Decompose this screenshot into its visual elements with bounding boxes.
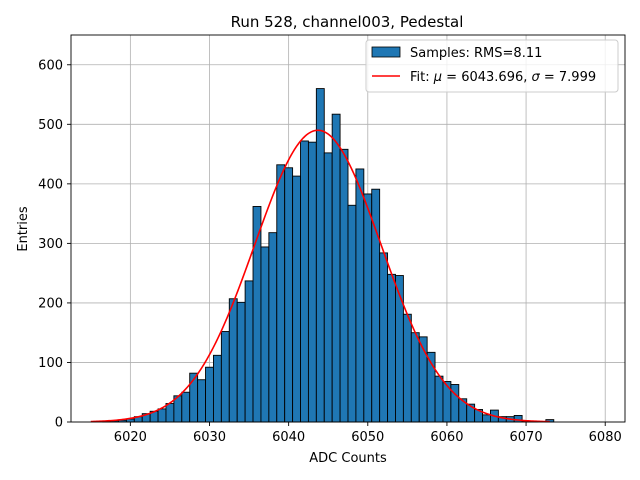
histogram-bar — [205, 366, 214, 423]
y-tick-label: 300 — [38, 237, 63, 252]
histogram-bar — [331, 113, 341, 423]
histogram-bar — [228, 298, 238, 423]
histogram-bar — [197, 379, 206, 423]
legend-label-samples: Samples: RMS=8.11 — [410, 46, 542, 61]
y-axis-ticks: 0 100 200 300 400 500 600 — [38, 58, 71, 431]
histogram-bar — [410, 332, 420, 423]
y-tick-label: 400 — [38, 177, 63, 192]
y-tick-label: 500 — [38, 118, 63, 133]
histogram-bar — [181, 391, 191, 423]
histogram-bar — [244, 280, 254, 423]
histogram-bar — [434, 375, 444, 423]
histogram-bar — [379, 252, 389, 423]
legend-swatch-samples — [371, 46, 401, 58]
histogram-bar — [482, 414, 491, 423]
x-tick-label: 6060 — [430, 430, 463, 445]
histogram-bar — [157, 408, 167, 423]
legend-fit-sigma-symbol: σ — [532, 70, 541, 85]
legend-box — [365, 39, 619, 93]
x-tick-label: 6080 — [589, 430, 622, 445]
histogram-bar — [165, 403, 175, 423]
histogram-bars — [102, 88, 555, 423]
x-axis-label: ADC Counts — [309, 451, 387, 466]
histogram-bar — [363, 193, 373, 423]
x-tick-label: 6070 — [510, 430, 543, 445]
y-tick-label: 0 — [55, 416, 63, 431]
x-tick-label: 6040 — [272, 430, 305, 445]
y-tick-label: 200 — [38, 296, 63, 311]
histogram-bar — [284, 167, 294, 423]
histogram-bar — [402, 313, 412, 423]
y-tick-label: 100 — [38, 356, 63, 371]
histogram-bar — [339, 148, 349, 423]
legend-fit-prefix: Fit: — [410, 70, 434, 85]
histogram-bar — [292, 175, 301, 423]
chart-title: Run 528, channel003, Pedestal — [231, 13, 464, 31]
histogram-bar — [300, 140, 309, 423]
histogram-bar — [276, 164, 286, 423]
histogram-bar — [236, 301, 246, 423]
histogram-bar — [307, 141, 317, 423]
legend-fit-sigma-value: = 7.999 — [540, 70, 596, 85]
histogram-bar — [213, 354, 222, 423]
histogram-bar — [323, 152, 333, 423]
histogram-bar — [395, 275, 404, 423]
legend-fit-mu-symbol: μ — [433, 70, 442, 85]
plot-frame — [70, 34, 626, 423]
x-tick-label: 6050 — [351, 430, 384, 445]
histogram-bar — [260, 246, 270, 423]
legend-label-fit: Fit: μ = 6043.696, σ = 7.999 — [410, 70, 596, 85]
histogram-bar — [268, 232, 278, 423]
y-tick-label: 600 — [38, 58, 63, 73]
legend: Samples: RMS=8.11 Fit: μ = 6043.696, σ =… — [365, 39, 619, 93]
fit-curve — [90, 129, 550, 423]
y-axis-label: Entries — [16, 206, 31, 252]
x-tick-label: 6020 — [114, 430, 147, 445]
histogram-bar — [387, 273, 396, 423]
x-tick-label: 6030 — [193, 430, 226, 445]
histogram-bar — [220, 331, 230, 423]
legend-fit-mu-value: = 6043.696, — [442, 70, 531, 85]
x-axis-ticks: 6020 6030 6040 6050 6060 6070 6080 — [114, 422, 622, 445]
histogram-bar — [315, 88, 325, 423]
histogram-bar — [355, 168, 365, 423]
histogram-bar — [347, 204, 357, 423]
